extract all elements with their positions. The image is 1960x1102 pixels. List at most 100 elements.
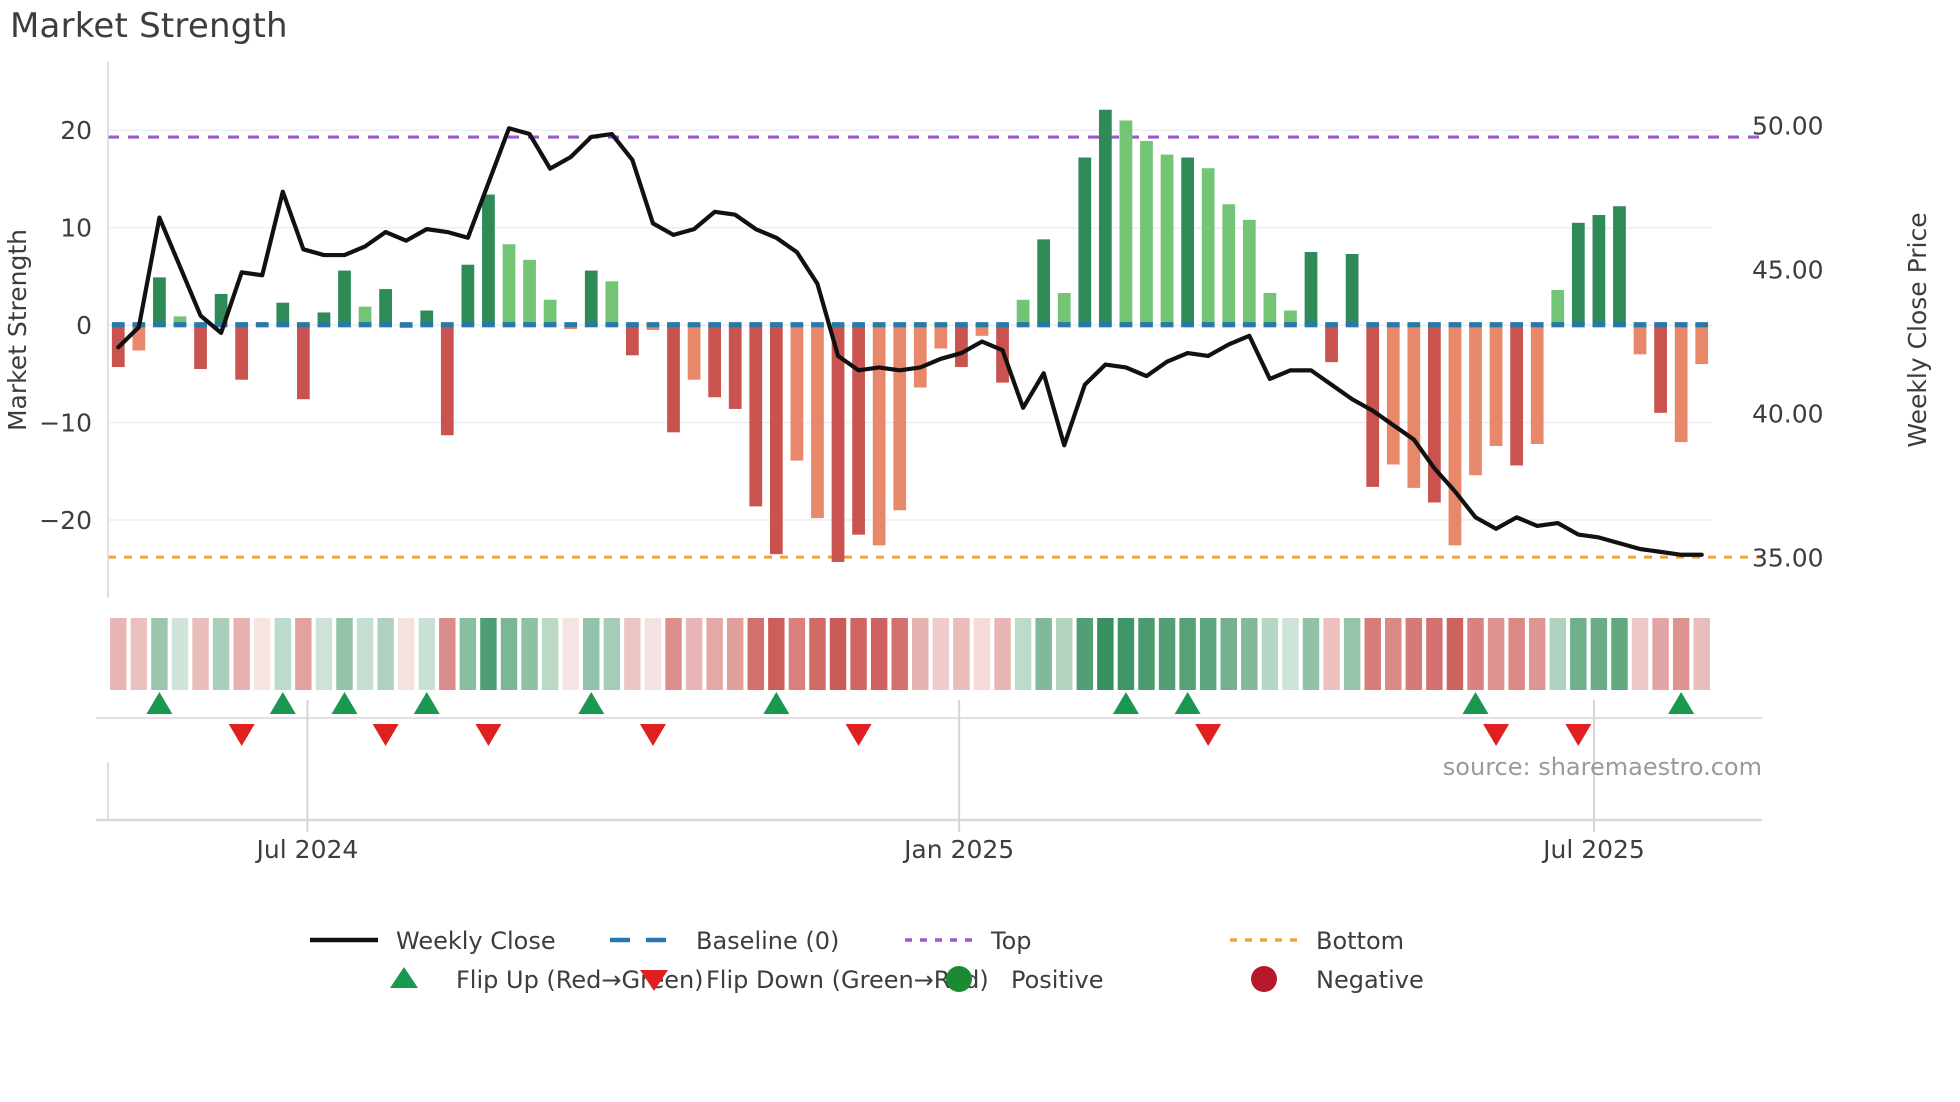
strength-bar (1674, 325, 1688, 443)
heat-cell (726, 618, 744, 690)
baseline-dash (543, 322, 557, 328)
legend-item[interactable]: Positive (946, 966, 1104, 994)
strength-bar (1181, 157, 1194, 326)
legend-item[interactable]: Baseline (0) (610, 927, 839, 955)
flip-down-marker (475, 724, 502, 746)
circle-icon (1251, 966, 1277, 992)
left-axis-title: Market Strength (3, 229, 32, 431)
legend-item[interactable]: Negative (1251, 966, 1424, 994)
strength-bar (1345, 253, 1359, 326)
heat-cell (644, 618, 662, 690)
heat-cell (768, 618, 785, 690)
heat-cell (192, 618, 209, 690)
heat-cell (130, 618, 148, 690)
heat-cell (1652, 618, 1669, 690)
x-tick-label: Jan 2025 (902, 835, 1014, 864)
strength-bar (1222, 204, 1236, 326)
heat-cell (973, 618, 991, 690)
baseline-dash (173, 322, 187, 328)
baseline-dash (728, 322, 742, 328)
strength-bar (1325, 325, 1338, 363)
baseline-dash (687, 322, 701, 328)
right-tick-label: 40.00 (1752, 400, 1824, 429)
baseline-dash (996, 322, 1009, 328)
baseline-dash (1201, 322, 1215, 328)
legend-label: Top (990, 927, 1032, 955)
heat-cell (274, 618, 292, 690)
heat-cell (603, 618, 621, 690)
legend-label: Flip Down (Green→Red) (706, 966, 989, 994)
heat-cell (1385, 618, 1402, 690)
x-axis: Jul 2024 Jan 2025 Jul 2025 (96, 700, 1762, 864)
baseline-dash (1345, 322, 1359, 328)
bars-group (111, 109, 1709, 562)
strength-bar (317, 312, 331, 326)
heat-cell (110, 618, 127, 690)
baseline-dash (523, 322, 536, 328)
strength-bar (523, 259, 536, 326)
baseline-dash (1592, 322, 1606, 328)
strength-bar (194, 325, 207, 369)
strength-bar (893, 325, 907, 511)
strength-bar (1304, 252, 1318, 326)
flip-up-marker (269, 692, 296, 714)
baseline-dash (1530, 322, 1544, 328)
weekly-close-line (116, 126, 1704, 557)
flip-up-marker (413, 692, 440, 714)
heat-cell (500, 618, 518, 690)
baseline-dash (276, 322, 290, 328)
legend-item[interactable]: Bottom (1230, 927, 1404, 955)
legend-label: Positive (1011, 966, 1104, 994)
heat-cell (541, 618, 559, 690)
strength-bar (1654, 325, 1667, 413)
heat-cell (1241, 618, 1258, 690)
triangle-up-icon (390, 967, 418, 988)
heat-cell (932, 618, 950, 690)
heat-cell (1261, 618, 1279, 690)
legend-item[interactable]: Top (905, 927, 1032, 955)
baseline-dash (214, 322, 228, 328)
strength-bar (872, 325, 886, 546)
heat-cell (953, 618, 970, 690)
heat-cell (1672, 618, 1690, 690)
strength-bar (769, 325, 783, 555)
heat-cell (356, 618, 374, 690)
heat-cell (212, 618, 230, 690)
legend-item[interactable]: Weekly Close (310, 927, 556, 955)
flip-up-marker (1112, 692, 1139, 714)
legend-label: Weekly Close (396, 927, 556, 955)
strength-bar (502, 244, 516, 326)
baseline-dash (626, 322, 639, 328)
baseline-dash (1078, 322, 1092, 328)
flip-down-marker (1483, 724, 1510, 746)
strength-bar (975, 325, 989, 336)
heat-cell (480, 618, 497, 690)
heat-cell (151, 618, 168, 690)
baseline-dash (667, 322, 680, 328)
baseline-dash (1057, 322, 1071, 328)
strength-bar (1016, 299, 1030, 326)
legend-item[interactable]: Flip Down (Green→Red) (640, 966, 989, 994)
heat-cell (1199, 618, 1217, 690)
strength-bar (1098, 109, 1112, 326)
baseline-dash (831, 322, 845, 328)
heat-cell (809, 618, 826, 690)
triangle-down-icon (640, 970, 668, 991)
reference-lines (108, 135, 1762, 559)
baseline-dash (1098, 322, 1112, 328)
strength-bar (379, 289, 392, 326)
strength-bar (790, 325, 804, 461)
baseline-dash (1284, 322, 1297, 328)
baseline-dash (584, 322, 598, 328)
baseline-dash (811, 322, 824, 328)
baseline-dash (235, 322, 249, 328)
flip-down-marker (845, 724, 872, 746)
axis-titles: Market Strength Weekly Close Price (3, 212, 1932, 447)
flip-down-marker (1565, 724, 1592, 746)
right-tick-label: 50.00 (1752, 111, 1824, 140)
baseline-dash (194, 322, 207, 328)
strength-bar (1448, 325, 1462, 546)
baseline-dash (1160, 322, 1174, 328)
strength-bar (749, 325, 763, 507)
circle-icon (946, 966, 972, 992)
